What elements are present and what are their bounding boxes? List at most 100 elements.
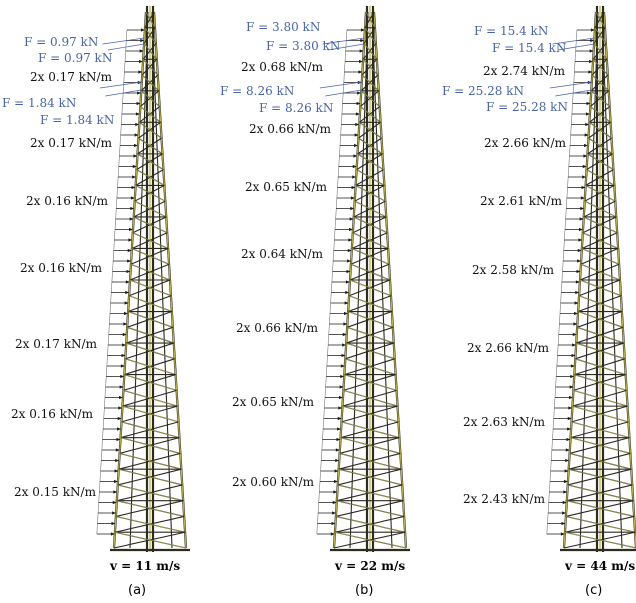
tower-brace-highlight xyxy=(114,531,187,549)
tower-brace-highlight xyxy=(340,437,401,454)
tower-brace-highlight xyxy=(338,468,403,486)
load-arrowhead xyxy=(585,112,590,116)
load-arrowhead xyxy=(344,301,349,305)
load-arrowhead xyxy=(589,59,594,64)
tower-brace-highlight xyxy=(585,185,616,202)
load-arrowhead xyxy=(112,511,117,515)
load-arrowhead xyxy=(347,259,352,263)
load-arrows-b xyxy=(316,28,365,536)
tower-brace-highlight xyxy=(132,232,169,249)
load-arrowhead xyxy=(335,458,340,463)
load-arrowhead xyxy=(562,500,567,505)
tower-brace-highlight xyxy=(592,59,609,76)
tower-brace xyxy=(136,153,163,171)
tower-brace-highlight xyxy=(347,326,394,344)
load-arrowhead xyxy=(119,385,124,389)
load-arrowhead xyxy=(353,154,358,158)
load-arrowhead xyxy=(337,416,342,421)
tower-brace xyxy=(359,90,380,108)
tower-brace-highlight xyxy=(139,122,162,139)
tower-brace-highlight xyxy=(115,516,186,533)
load-arrowhead xyxy=(560,532,565,536)
load-arrowhead xyxy=(570,374,575,379)
point-load-leader xyxy=(105,89,142,97)
tower-brace xyxy=(589,106,610,123)
load-arrowhead xyxy=(133,154,138,158)
load-arrowhead xyxy=(338,395,343,400)
tower-brace-highlight xyxy=(117,484,184,502)
load-arrowhead xyxy=(565,458,570,463)
tower-brace xyxy=(593,27,606,44)
tower-brace-highlight xyxy=(335,516,406,533)
tower-brace xyxy=(137,137,162,155)
tower-brace-highlight xyxy=(356,169,385,186)
load-arrowhead xyxy=(139,49,144,53)
distributed-load-label: 2x 2.66 kN/m xyxy=(484,136,567,150)
load-arrowhead xyxy=(347,248,352,253)
tower-brace-highlight xyxy=(134,200,167,218)
load-arrowhead xyxy=(134,133,139,137)
distributed-load-label: 2x 0.65 kN/m xyxy=(245,180,328,194)
tower-brace-highlight xyxy=(141,90,160,107)
tower-b xyxy=(330,6,410,552)
tower-brace-highlight xyxy=(581,248,620,265)
tower-brace-highlight xyxy=(352,232,389,249)
tower-a xyxy=(110,6,190,552)
tower-brace-highlight xyxy=(566,500,635,517)
load-arrowhead xyxy=(585,122,590,127)
load-arrowhead xyxy=(132,164,137,169)
distributed-load-label: 2x 0.17 kN/m xyxy=(30,70,113,84)
load-arrowhead xyxy=(342,332,347,337)
tower-brace xyxy=(594,11,605,29)
tower-brace xyxy=(357,137,382,155)
load-arrowhead xyxy=(123,322,128,326)
tower-brace xyxy=(352,216,387,234)
load-arrowhead xyxy=(124,311,128,316)
distributed-load-label: 2x 2.63 kN/m xyxy=(463,415,546,429)
load-arrowhead xyxy=(129,217,134,221)
tower-brace xyxy=(135,169,164,186)
load-arrowhead xyxy=(346,269,351,274)
load-arrowhead xyxy=(578,238,583,242)
tower-brace-highlight xyxy=(138,137,163,155)
load-arrowhead xyxy=(117,427,122,431)
load-arrowhead xyxy=(350,196,355,200)
point-load-label: F = 8.26 kN xyxy=(259,101,333,115)
tower-brace xyxy=(349,263,390,281)
tower-brace-highlight xyxy=(362,59,379,76)
tower-brace-highlight xyxy=(589,122,612,139)
load-arrowhead xyxy=(354,143,359,148)
tower-brace-highlight xyxy=(339,453,402,470)
tower-brace-highlight xyxy=(568,468,633,486)
load-arrowhead xyxy=(340,364,345,368)
load-arrowhead xyxy=(586,101,591,106)
tower-brace-highlight xyxy=(119,453,182,470)
distributed-load-label: 2x 0.66 kN/m xyxy=(236,321,319,335)
distributed-load-label: 2x 0.16 kN/m xyxy=(26,194,109,208)
tower-brace xyxy=(355,169,384,186)
tower-brace-highlight xyxy=(124,374,177,391)
tower-brace xyxy=(591,58,608,76)
tower-brace-highlight xyxy=(128,311,173,328)
tower-brace xyxy=(361,58,378,76)
point-load-label: F = 25.28 kN xyxy=(486,100,568,114)
load-arrowhead xyxy=(331,521,336,526)
load-arrowhead xyxy=(563,490,568,494)
load-arrowhead xyxy=(574,301,579,305)
point-load-label: F = 15.4 kN xyxy=(492,41,566,55)
load-arrowhead xyxy=(332,500,337,505)
tower-brace xyxy=(359,106,380,123)
velocity-label: v = 44 m/s xyxy=(564,559,635,573)
distributed-load-label: 2x 0.15 kN/m xyxy=(14,485,97,499)
load-arrowhead xyxy=(117,416,122,421)
load-arrowhead xyxy=(567,416,572,421)
tower-brace-highlight xyxy=(595,11,606,28)
tower-brace xyxy=(138,121,161,139)
load-arrowhead xyxy=(345,280,350,284)
load-arrowhead xyxy=(581,185,586,190)
tower-brace xyxy=(141,58,158,76)
load-arrowhead xyxy=(124,301,129,305)
load-arrowhead xyxy=(128,238,133,242)
tower-brace xyxy=(132,216,167,234)
load-arrowhead xyxy=(570,364,575,368)
